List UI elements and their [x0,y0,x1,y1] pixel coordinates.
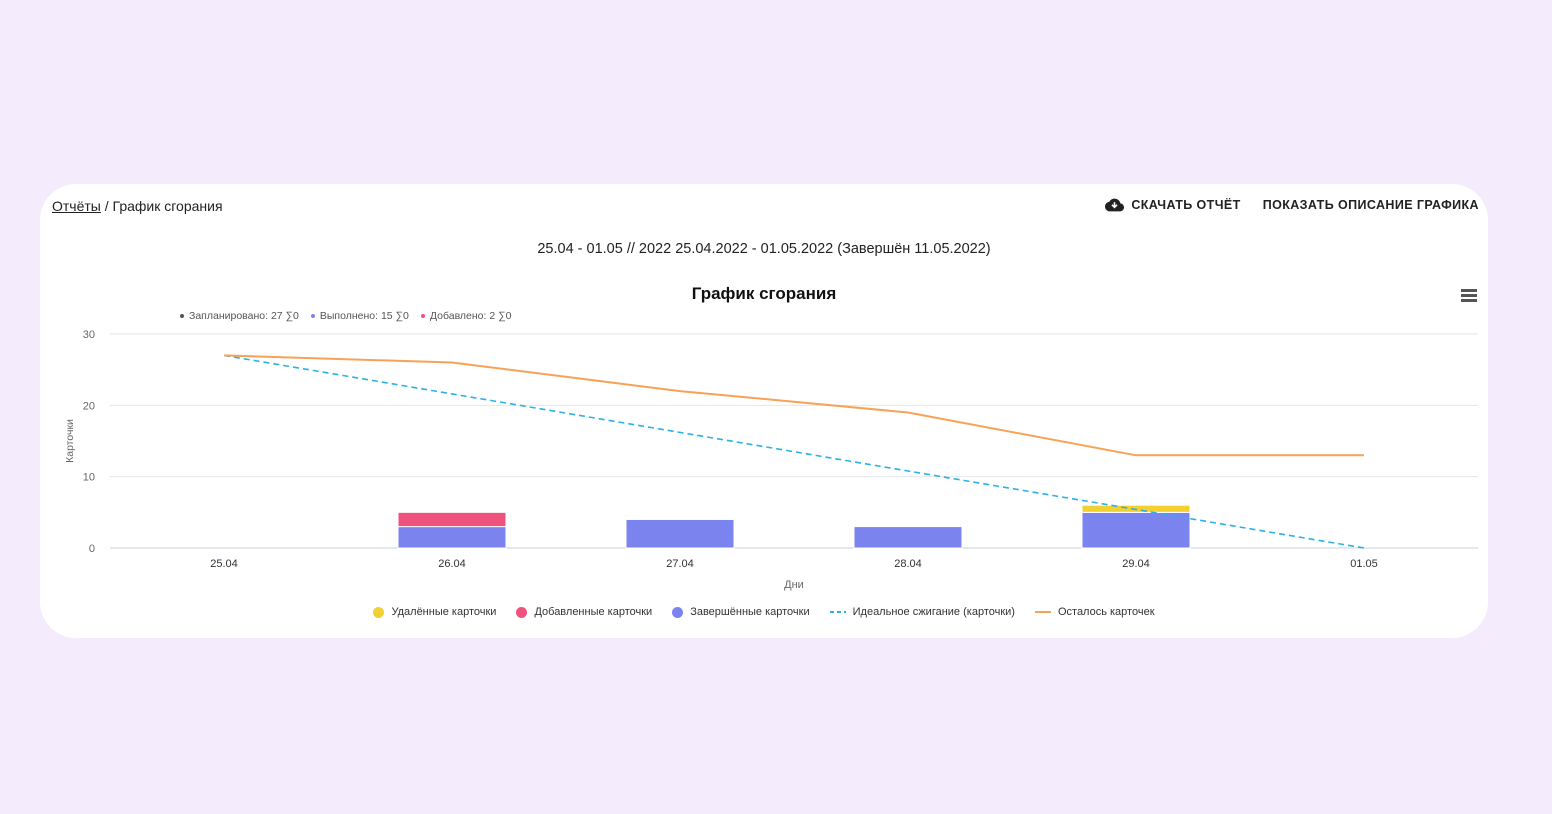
bar [853,526,963,549]
legend-label: Идеальное сжигание (карточки) [852,606,1015,618]
legend-item[interactable]: Завершённые карточки [672,606,810,618]
series-line [223,354,1364,457]
stat-done-label: Выполнено: 15 ∑0 [319,310,409,322]
legend-marker [516,606,528,618]
legend-marker [373,606,385,618]
series-line [223,354,1365,549]
breadcrumb-current: График сгорания [112,198,223,214]
x-tick-label: 27.04 [666,558,694,570]
breadcrumb-separator: / [100,198,113,214]
chart-menu-icon[interactable] [1461,289,1477,303]
header-actions: СКАЧАТЬ ОТЧЁТ ПОКАЗАТЬ ОПИСАНИЕ ГРАФИКА [1105,198,1479,212]
x-tick-label: 25.04 [210,558,238,570]
burndown-chart: 0 10 20 30 Карточки 25.04 26.04 27.04 28.04 29.04… [64,329,1478,591]
x-tick-label: 29.04 [1122,558,1150,570]
period-subtitle: 25.04 - 01.05 // 2022 25.04.2022 - 01.05… [537,241,991,257]
y-tick-label: 30 [83,329,95,341]
chart-stats: Запланировано: 27 ∑0 Выполнено: 15 ∑0 До… [180,310,511,322]
download-report-label: СКАЧАТЬ ОТЧЁТ [1131,198,1241,212]
bar [397,511,507,528]
chart-legend: Удалённые карточки Добавленные карточки За… [40,606,1488,618]
cloud-download-icon [1105,198,1125,212]
legend-item[interactable]: Удалённые карточки [373,606,496,618]
download-report-button[interactable]: СКАЧАТЬ ОТЧЁТ [1105,198,1240,212]
stat-planned: Запланировано: 27 ∑0 [180,310,299,322]
legend-marker [672,606,684,618]
legend-item[interactable]: Добавленные карточки [516,606,652,618]
stat-added: Добавлено: 2 ∑0 [420,310,512,322]
y-axis-label: Карточки [64,419,76,463]
bar [1081,511,1191,549]
x-axis-label: Дни [784,579,804,591]
x-tick-label: 01.05 [1350,558,1378,570]
legend-label: Осталось карточек [1057,606,1155,618]
show-description-label: ПОКАЗАТЬ ОПИСАНИЕ ГРАФИКА [1262,198,1479,212]
x-tick-label: 26.04 [438,558,466,570]
stat-done: Выполнено: 15 ∑0 [310,310,409,322]
stat-done-marker [310,314,315,318]
report-card: Отчёты / График сгорания СКАЧАТЬ ОТЧЁТ П… [40,184,1488,638]
show-description-button[interactable]: ПОКАЗАТЬ ОПИСАНИЕ ГРАФИКА [1263,198,1479,212]
legend-item[interactable]: Идеальное сжигание (карточки) [829,606,1015,618]
stat-added-label: Добавлено: 2 ∑0 [429,310,512,322]
bar [625,518,735,549]
breadcrumb-reports-link[interactable]: Отчёты [52,198,101,214]
x-tick-label: 28.04 [894,558,922,570]
legend-label: Добавленные карточки [534,606,653,618]
legend-label: Удалённые карточки [391,606,497,618]
legend-marker [1034,611,1051,613]
legend-item[interactable]: Осталось карточек [1034,606,1155,618]
y-tick-label: 10 [83,472,95,484]
stat-planned-label: Запланировано: 27 ∑0 [189,310,299,322]
breadcrumb: Отчёты / График сгорания [52,198,223,214]
chart-title: График сгорания [691,284,837,303]
bar [397,526,507,549]
y-tick-label: 20 [83,400,95,412]
stat-added-marker [420,314,425,318]
y-tick-label: 0 [89,543,95,555]
stat-planned-marker [180,314,184,318]
legend-marker [829,611,846,613]
legend-label: Завершённые карточки [690,606,810,618]
